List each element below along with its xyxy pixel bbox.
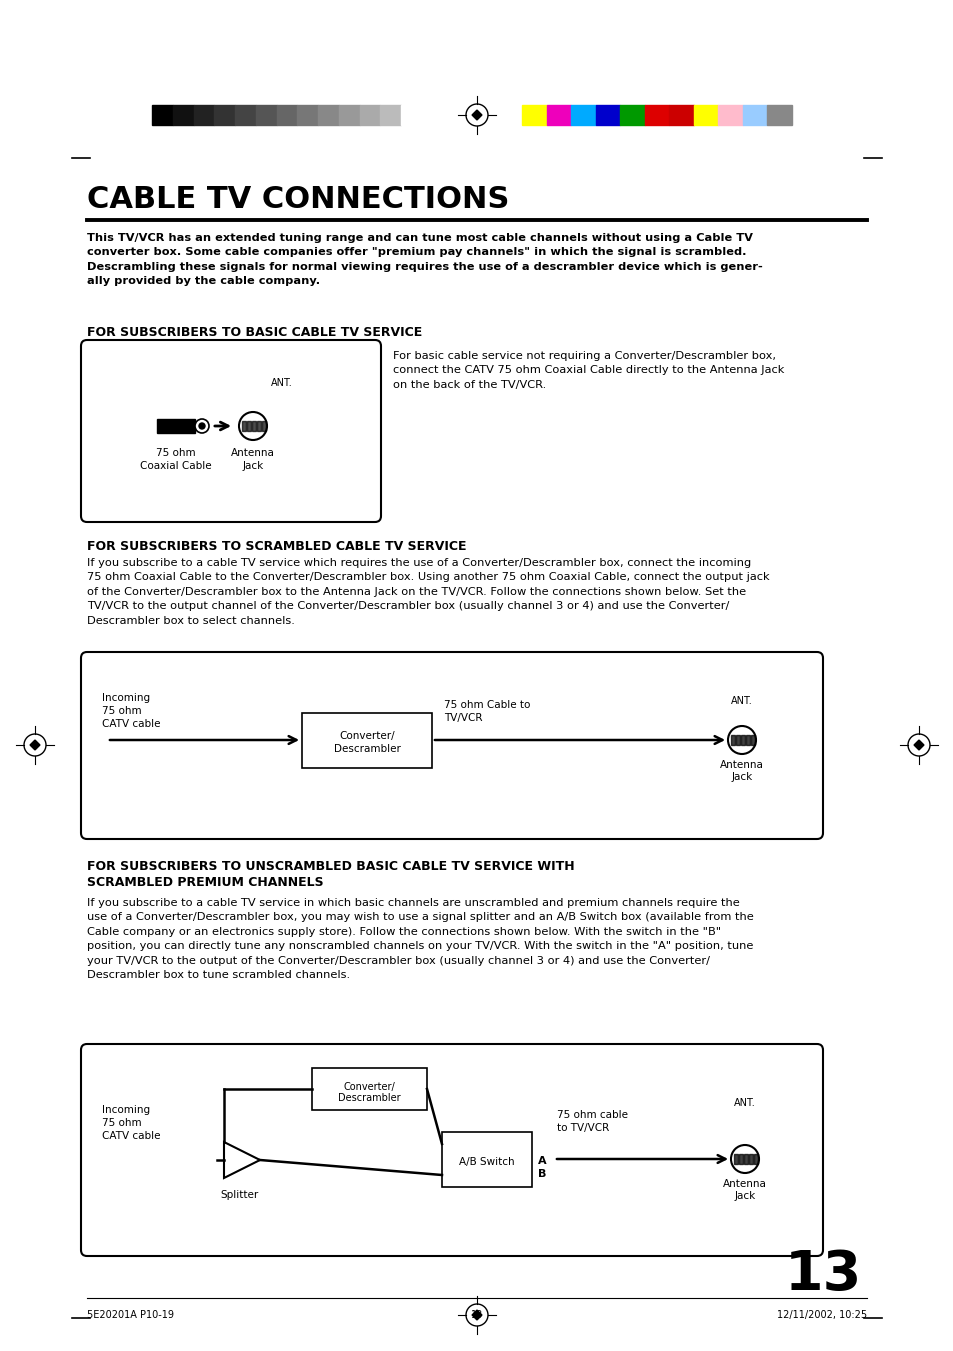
Text: 13: 13 xyxy=(784,1248,862,1302)
Bar xyxy=(753,1154,758,1165)
Bar xyxy=(276,105,297,126)
Circle shape xyxy=(727,725,755,754)
Text: 12/11/2002, 10:25: 12/11/2002, 10:25 xyxy=(776,1310,866,1320)
Bar xyxy=(252,422,255,431)
Bar xyxy=(256,422,261,431)
Polygon shape xyxy=(224,1142,260,1178)
Bar xyxy=(214,105,234,126)
Bar xyxy=(748,1154,752,1165)
Bar xyxy=(739,1154,742,1165)
Text: A/B Switch: A/B Switch xyxy=(458,1156,515,1167)
Circle shape xyxy=(194,419,209,434)
Circle shape xyxy=(730,1146,759,1173)
Bar xyxy=(750,735,754,744)
Bar xyxy=(619,105,644,126)
Bar xyxy=(546,105,571,126)
Bar xyxy=(262,422,266,431)
Bar xyxy=(247,422,251,431)
Bar xyxy=(255,105,276,126)
FancyBboxPatch shape xyxy=(81,653,822,839)
Text: If you subscribe to a cable TV service which requires the use of a Converter/Des: If you subscribe to a cable TV service w… xyxy=(87,558,769,626)
Text: Converter/: Converter/ xyxy=(339,731,395,740)
Text: 75 ohm Cable to
TV/VCR: 75 ohm Cable to TV/VCR xyxy=(443,700,530,723)
Bar xyxy=(338,105,359,126)
Text: ANT.: ANT. xyxy=(271,378,293,388)
Bar xyxy=(172,105,193,126)
Text: ANT.: ANT. xyxy=(734,1098,755,1108)
Bar xyxy=(521,105,546,126)
Text: Splitter: Splitter xyxy=(221,1190,259,1200)
Text: FOR SUBSCRIBERS TO SCRAMBLED CABLE TV SERVICE: FOR SUBSCRIBERS TO SCRAMBLED CABLE TV SE… xyxy=(87,540,466,553)
Bar xyxy=(441,1132,532,1188)
Bar xyxy=(743,1154,747,1165)
Text: A: A xyxy=(537,1156,546,1166)
Text: FOR SUBSCRIBERS TO BASIC CABLE TV SERVICE: FOR SUBSCRIBERS TO BASIC CABLE TV SERVIC… xyxy=(87,326,422,339)
Circle shape xyxy=(239,412,267,440)
Bar xyxy=(730,735,734,744)
Text: B: B xyxy=(537,1169,546,1179)
FancyBboxPatch shape xyxy=(81,340,380,521)
Polygon shape xyxy=(472,1310,481,1320)
Text: Incoming
75 ohm
CATV cable: Incoming 75 ohm CATV cable xyxy=(102,693,160,730)
Text: This TV/VCR has an extended tuning range and can tune most cable channels withou: This TV/VCR has an extended tuning range… xyxy=(87,232,762,286)
Bar xyxy=(157,419,194,434)
Bar xyxy=(401,105,421,126)
Text: 13: 13 xyxy=(471,1310,482,1320)
Text: Descrambler: Descrambler xyxy=(334,744,400,754)
Text: 5E20201A P10-19: 5E20201A P10-19 xyxy=(87,1310,173,1320)
Circle shape xyxy=(199,423,205,430)
Polygon shape xyxy=(913,740,923,750)
Text: Jack: Jack xyxy=(731,771,752,782)
Bar xyxy=(297,105,317,126)
Polygon shape xyxy=(30,740,40,750)
Bar xyxy=(669,105,693,126)
Text: For basic cable service not requiring a Converter/Descrambler box,
connect the C: For basic cable service not requiring a … xyxy=(393,351,783,390)
Text: Antenna: Antenna xyxy=(720,761,763,770)
Text: Antenna: Antenna xyxy=(231,449,274,458)
Text: Antenna: Antenna xyxy=(722,1179,766,1189)
Bar xyxy=(193,105,214,126)
Bar xyxy=(733,1154,738,1165)
Bar xyxy=(766,105,791,126)
Bar xyxy=(740,735,744,744)
Bar xyxy=(359,105,380,126)
Text: If you subscribe to a cable TV service in which basic channels are unscrambled a: If you subscribe to a cable TV service i… xyxy=(87,898,753,979)
Bar xyxy=(644,105,669,126)
Text: ANT.: ANT. xyxy=(730,696,752,707)
Text: CABLE TV CONNECTIONS: CABLE TV CONNECTIONS xyxy=(87,185,509,213)
Bar xyxy=(380,105,401,126)
Text: Jack: Jack xyxy=(734,1192,755,1201)
Text: 75 ohm cable
to TV/VCR: 75 ohm cable to TV/VCR xyxy=(557,1111,627,1133)
Bar xyxy=(242,422,246,431)
Bar xyxy=(693,105,718,126)
FancyBboxPatch shape xyxy=(81,1044,822,1256)
Bar xyxy=(742,105,766,126)
Bar xyxy=(745,735,749,744)
Bar xyxy=(312,1069,427,1111)
Bar xyxy=(234,105,255,126)
Text: Coaxial Cable: Coaxial Cable xyxy=(140,461,212,471)
Bar xyxy=(152,105,172,126)
Polygon shape xyxy=(472,109,481,120)
Text: FOR SUBSCRIBERS TO UNSCRAMBLED BASIC CABLE TV SERVICE WITH
SCRAMBLED PREMIUM CHA: FOR SUBSCRIBERS TO UNSCRAMBLED BASIC CAB… xyxy=(87,861,574,889)
Bar xyxy=(317,105,338,126)
Text: Descrambler: Descrambler xyxy=(337,1093,400,1102)
Text: Incoming
75 ohm
CATV cable: Incoming 75 ohm CATV cable xyxy=(102,1105,160,1142)
Text: Converter/: Converter/ xyxy=(343,1082,395,1092)
Bar xyxy=(718,105,742,126)
Bar xyxy=(595,105,619,126)
Text: Jack: Jack xyxy=(242,461,263,471)
Bar xyxy=(735,735,740,744)
Bar xyxy=(571,105,595,126)
Bar xyxy=(302,713,432,767)
Text: 75 ohm: 75 ohm xyxy=(156,449,195,458)
